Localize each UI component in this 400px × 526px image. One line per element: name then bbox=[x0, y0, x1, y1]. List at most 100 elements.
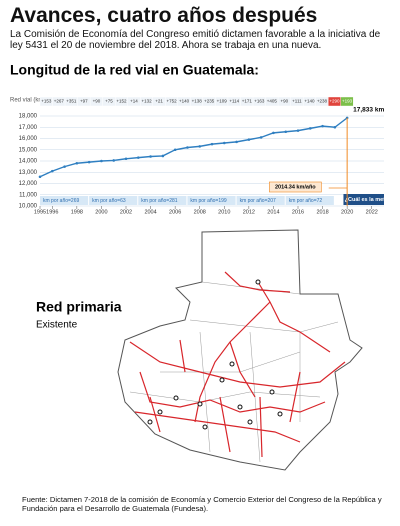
x-tick-label: 2022 bbox=[366, 209, 378, 215]
period-label: km por año=281 bbox=[141, 198, 177, 204]
increment-label: +290 bbox=[329, 99, 340, 104]
x-tick-label: 2000 bbox=[95, 209, 107, 215]
data-point bbox=[50, 169, 54, 173]
city-markers bbox=[147, 279, 283, 430]
data-point bbox=[333, 125, 337, 129]
data-point bbox=[75, 161, 79, 165]
increment-label: +90 bbox=[281, 99, 289, 104]
y-tick-label: 15,000 bbox=[19, 147, 38, 153]
period-box bbox=[89, 196, 138, 205]
increment-label: +238 bbox=[317, 99, 328, 104]
increment-label: +235 bbox=[204, 99, 215, 104]
chart: Longitud de la red vial en Guatemala: Re… bbox=[10, 62, 392, 216]
period-label: km por año=63 bbox=[92, 198, 126, 204]
period-label: km por año=269 bbox=[43, 198, 79, 204]
data-point bbox=[173, 148, 177, 152]
data-point bbox=[247, 138, 251, 141]
data-point bbox=[100, 159, 103, 163]
data-point bbox=[296, 129, 300, 132]
data-point bbox=[284, 130, 288, 134]
x-tick-label: 2016 bbox=[292, 209, 304, 215]
y-tick-label: 17,000 bbox=[19, 125, 38, 131]
map-title: Red primaria bbox=[36, 299, 122, 315]
data-point bbox=[235, 140, 238, 144]
country-outline bbox=[117, 229, 363, 471]
rate-label: 2014.34 km/año bbox=[275, 184, 316, 190]
data-point bbox=[63, 165, 66, 168]
increment-label: +90 bbox=[93, 99, 101, 104]
x-tick-label: 2006 bbox=[169, 209, 181, 215]
map: Red primaria Existente bbox=[36, 229, 363, 471]
goal-box bbox=[343, 194, 384, 205]
increment-label: +14 bbox=[130, 99, 138, 104]
end-label: 17,833 km bbox=[353, 107, 384, 114]
y-axis-label: Red vial (km) bbox=[10, 98, 45, 104]
data-point bbox=[149, 155, 152, 158]
increment-label: +111 bbox=[292, 99, 302, 104]
y-tick-label: 18,000 bbox=[19, 114, 38, 120]
data-point bbox=[308, 127, 312, 130]
increment-label: +193 bbox=[342, 99, 353, 104]
data-point bbox=[186, 146, 189, 149]
increment-label: +752 bbox=[167, 99, 178, 104]
primary-roads bbox=[129, 271, 346, 458]
x-tick-label: 2014 bbox=[267, 209, 279, 215]
x-tick-label: 1995 bbox=[34, 209, 46, 215]
x-tick-label: 2008 bbox=[194, 209, 206, 215]
data-point bbox=[198, 145, 202, 148]
increment-label: +138 bbox=[192, 99, 203, 104]
data-point bbox=[272, 131, 275, 135]
increment-box bbox=[340, 96, 354, 107]
data-point bbox=[210, 142, 214, 146]
data-point bbox=[124, 157, 128, 161]
increment-label: +75 bbox=[105, 99, 113, 104]
y-tick-label: 10,000 bbox=[19, 204, 38, 210]
rate-box bbox=[269, 181, 322, 193]
page-title: Avances, cuatro años después bbox=[10, 4, 318, 27]
period-box bbox=[40, 196, 89, 205]
data-point bbox=[222, 141, 226, 145]
data-point bbox=[38, 175, 42, 179]
x-tick-label: 1998 bbox=[71, 209, 83, 215]
x-tick-label: 2004 bbox=[144, 209, 156, 215]
increment-label: +171 bbox=[242, 99, 253, 104]
increment-label: +109 bbox=[217, 99, 228, 104]
data-point bbox=[259, 136, 263, 139]
period-label: km por año=199 bbox=[190, 198, 226, 204]
x-tick-label: 2020 bbox=[341, 209, 353, 215]
chart-title: Longitud de la red vial en Guatemala: bbox=[10, 62, 259, 78]
data-point bbox=[87, 160, 91, 164]
increment-label: +351 bbox=[66, 99, 77, 104]
period-box bbox=[187, 196, 236, 205]
y-tick-label: 14,000 bbox=[19, 159, 38, 165]
y-tick-label: 16,000 bbox=[19, 136, 38, 142]
map-subtitle: Existente bbox=[36, 320, 78, 331]
increment-label: +405 bbox=[267, 99, 278, 104]
goal-label: ¿Cuál es la meta? bbox=[345, 197, 392, 203]
data-point bbox=[112, 159, 116, 162]
y-tick-label: 12,000 bbox=[19, 181, 38, 187]
x-tick-label: 2018 bbox=[316, 209, 328, 215]
increment-label: +97 bbox=[80, 99, 88, 104]
period-box bbox=[236, 196, 285, 205]
x-tick-label: 2010 bbox=[218, 209, 230, 215]
y-tick-label: 11,000 bbox=[19, 192, 38, 198]
x-tick-label: 1996 bbox=[46, 209, 58, 215]
x-tick-label: 2002 bbox=[120, 209, 132, 215]
increment-label: +114 bbox=[229, 99, 239, 104]
increment-label: +140 bbox=[304, 99, 315, 104]
period-box bbox=[285, 196, 334, 205]
increment-label: +163 bbox=[254, 99, 265, 104]
period-label: km por año=72 bbox=[289, 198, 323, 204]
page-subtitle: La Comisión de Economía del Congreso emi… bbox=[10, 29, 381, 51]
increment-label: +21 bbox=[155, 99, 163, 104]
data-point bbox=[161, 154, 165, 158]
increment-label: +267 bbox=[54, 99, 65, 104]
source-note: Fuente: Dictamen 7-2018 de la comisión d… bbox=[22, 495, 382, 513]
y-tick-label: 13,000 bbox=[19, 170, 38, 176]
x-tick-label: 2012 bbox=[243, 209, 255, 215]
period-box bbox=[138, 196, 187, 205]
increment-label: +140 bbox=[179, 99, 190, 104]
data-point bbox=[321, 124, 324, 128]
